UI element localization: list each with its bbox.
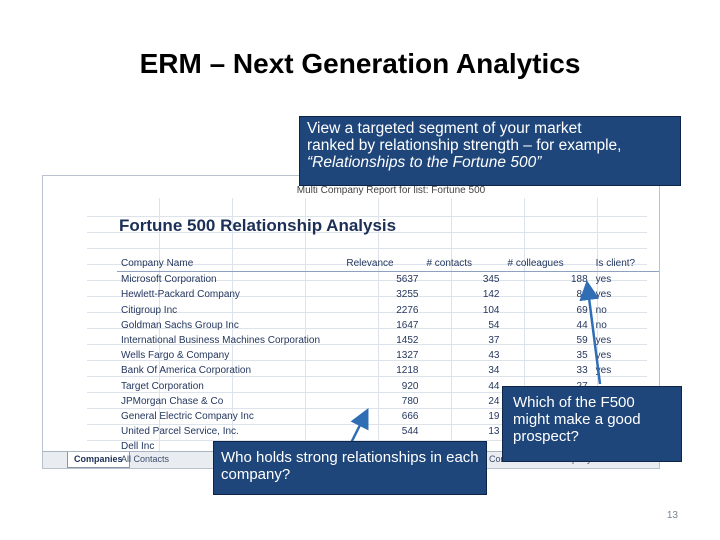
value-cell[interactable]: 544	[401, 426, 419, 438]
value-cell[interactable]: 1327	[396, 350, 419, 362]
company-name-cell[interactable]: General Electric Company Inc	[121, 411, 254, 423]
table-row[interactable]: Dell Inc	[117, 439, 659, 454]
value-cell[interactable]: 44	[488, 380, 500, 392]
value-cell[interactable]: yes	[595, 335, 612, 347]
table-row[interactable]: Bank Of America Corporation 1218 34 33 yes	[117, 363, 659, 378]
value-cell[interactable]: 142	[482, 289, 500, 301]
column-header[interactable]: # contacts	[422, 256, 504, 273]
value-cell[interactable]: 69	[576, 304, 588, 316]
company-name-cell[interactable]: United Parcel Service, Inc.	[121, 426, 239, 438]
value-cell[interactable]: 1452	[396, 335, 419, 347]
tab-all-contacts[interactable]: All Contacts	[121, 454, 170, 464]
company-name-cell[interactable]: Goldman Sachs Group Inc	[121, 319, 239, 331]
value-cell[interactable]: 2276	[396, 304, 419, 316]
table-row[interactable]: United Parcel Service, Inc. 544 13	[117, 424, 659, 439]
callout-segment-example: “Relationships to the Fortune 500”	[307, 154, 542, 171]
company-name-cell[interactable]: Microsoft Corporation	[121, 274, 217, 286]
value-cell[interactable]: 104	[482, 304, 500, 316]
value-cell[interactable]: 1218	[396, 365, 419, 377]
table-row[interactable]: Wells Fargo & Company 1327 43 35 yes	[117, 348, 659, 363]
company-name-cell[interactable]: JPMorgan Chase & Co	[121, 395, 224, 407]
table-row[interactable]: Goldman Sachs Group Inc 1647 54 44 no	[117, 318, 659, 333]
value-cell[interactable]: 13	[488, 426, 500, 438]
value-cell[interactable]: 19	[488, 411, 500, 423]
value-cell[interactable]: yes	[595, 350, 612, 362]
table-header-row: Company Name Relevance # contacts # coll…	[117, 256, 659, 273]
table-row[interactable]: Microsoft Corporation 5637 345 188 yes	[117, 272, 659, 288]
value-cell[interactable]: yes	[595, 289, 612, 301]
arrow-to-client-column	[579, 280, 602, 385]
company-name-cell[interactable]: International Business Machines Corporat…	[121, 335, 320, 347]
value-cell[interactable]: 920	[401, 380, 419, 392]
relationship-table: Company Name Relevance # contacts # coll…	[117, 256, 659, 455]
table-row[interactable]: Citigroup Inc 2276 104 69 no	[117, 303, 659, 318]
company-name-cell[interactable]: Wells Fargo & Company	[121, 350, 230, 362]
value-cell[interactable]: 44	[576, 319, 588, 331]
table-row[interactable]: General Electric Company Inc 666 19	[117, 409, 659, 424]
table-row[interactable]: JPMorgan Chase & Co 780 24	[117, 394, 659, 409]
sheet-header-text: Multi Company Report for list: Fortune 5…	[296, 185, 486, 196]
report-title: Fortune 500 Relationship Analysis	[119, 216, 397, 235]
company-name-cell[interactable]: Bank Of America Corporation	[121, 365, 252, 377]
value-cell[interactable]: 24	[488, 395, 500, 407]
table-row[interactable]: International Business Machines Corporat…	[117, 333, 659, 348]
value-cell[interactable]: no	[595, 319, 607, 331]
column-header[interactable]: Is client?	[591, 256, 659, 273]
page-number: 13	[666, 510, 678, 521]
column-header[interactable]: Relevance	[342, 256, 423, 273]
callout-segment-line2: ranked by relationship strength – for ex…	[307, 137, 622, 154]
value-cell[interactable]: 666	[401, 411, 419, 423]
value-cell[interactable]: 3255	[396, 289, 419, 301]
tab-companies[interactable]: Companies	[67, 452, 130, 468]
value-cell[interactable]: 34	[488, 365, 500, 377]
value-cell[interactable]: 43	[488, 350, 500, 362]
company-name-cell[interactable]: Dell Inc	[121, 441, 155, 453]
slide-title: ERM – Next Generation Analytics	[139, 48, 581, 79]
value-cell[interactable]: 5637	[396, 274, 419, 286]
column-header[interactable]: # colleagues	[503, 256, 592, 273]
value-cell[interactable]: 37	[488, 335, 500, 347]
value-cell[interactable]: 35	[576, 350, 588, 362]
value-cell[interactable]: 1647	[396, 319, 419, 331]
callout-prospect: Which of the F500 might make a good pros…	[502, 386, 682, 462]
callout-segment-line1: View a targeted segment of your market	[307, 120, 582, 137]
company-name-cell[interactable]: Citigroup Inc	[121, 304, 178, 316]
company-name-cell[interactable]: Target Corporation	[121, 380, 204, 392]
value-cell[interactable]: 780	[401, 395, 419, 407]
value-cell[interactable]: yes	[595, 365, 612, 377]
value-cell[interactable]: yes	[595, 274, 612, 286]
column-header[interactable]: Company Name	[117, 256, 343, 273]
company-name-cell[interactable]: Hewlett-Packard Company	[121, 289, 240, 301]
value-cell[interactable]: no	[595, 304, 607, 316]
callout-segment: View a targeted segment of your market r…	[299, 116, 681, 186]
value-cell[interactable]: 188	[570, 274, 588, 286]
callout-relationships: Who holds strong relationships in each c…	[213, 441, 487, 495]
value-cell[interactable]: 345	[482, 274, 500, 286]
table-body: Microsoft Corporation 5637 345 188 yes Hewlet…	[117, 272, 659, 455]
value-cell[interactable]: 59	[576, 335, 588, 347]
value-cell[interactable]: 54	[488, 319, 500, 331]
arrow-to-contacts	[348, 408, 369, 446]
callout-segment-line3: “Relationships to the Fortune 500”	[307, 154, 673, 171]
value-cell[interactable]: 33	[576, 365, 588, 377]
